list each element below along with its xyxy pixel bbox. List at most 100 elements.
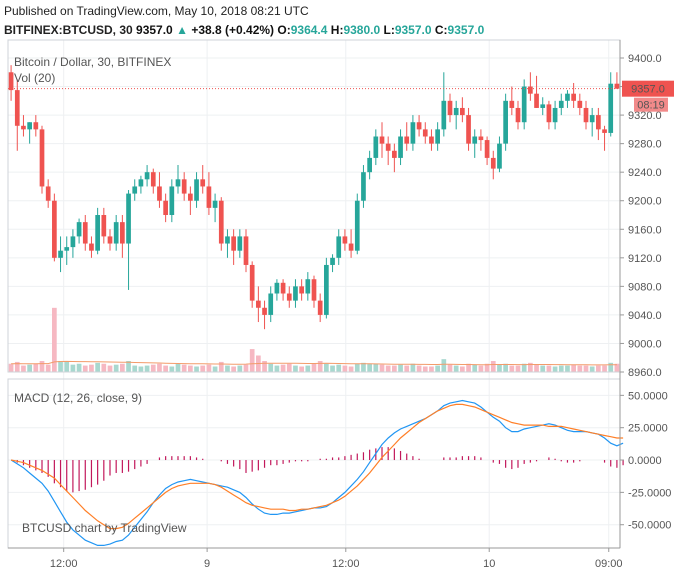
- time-tick-label: 9: [204, 558, 210, 570]
- candle-body: [602, 129, 607, 133]
- candle-body: [89, 243, 94, 251]
- volume-bar: [39, 361, 45, 372]
- candle-body: [58, 250, 63, 258]
- volume-bar: [14, 361, 20, 372]
- volume-bar: [150, 364, 156, 372]
- price-tick-label: 9280.0: [628, 139, 662, 151]
- candle-body: [565, 93, 570, 101]
- change-value: +38.8 (+0.42%): [191, 23, 275, 37]
- candle-body: [608, 83, 614, 133]
- volume-bar: [398, 364, 403, 372]
- volume-bar: [552, 366, 558, 372]
- volume-bar: [120, 363, 125, 372]
- signal-line: [10, 403, 624, 530]
- volume-bar: [534, 364, 539, 372]
- volume-bar: [385, 365, 391, 372]
- last-price-badge: [622, 80, 674, 97]
- volume-bar: [453, 365, 459, 372]
- volume-bar: [89, 364, 94, 372]
- candle-body: [447, 100, 453, 116]
- candle-body: [311, 279, 317, 301]
- volume-legend: Vol (20): [14, 71, 55, 85]
- volume-bar: [163, 365, 168, 372]
- candle-body: [157, 186, 162, 201]
- candle-body: [21, 125, 26, 130]
- volume-bar: [212, 366, 218, 372]
- volume-bar: [608, 362, 614, 372]
- candle-body: [206, 186, 212, 208]
- price-pane-title: Bitcoin / Dollar, 30, BITFINEX: [14, 55, 171, 69]
- macd-pane-title: MACD (12, 26, close, 9): [14, 391, 142, 405]
- macd-tick-label: 0.0000: [628, 455, 662, 467]
- candle-body: [268, 293, 274, 315]
- price-tick-label: 8960.0: [628, 367, 662, 379]
- price-tick-label: 9000.0: [628, 338, 662, 350]
- volume-bar: [466, 363, 471, 372]
- candle-body: [188, 193, 193, 201]
- candle-body: [614, 83, 620, 89]
- close-label: C:: [434, 23, 448, 37]
- candle-body: [379, 136, 385, 144]
- time-tick-label: 12:00: [332, 558, 360, 570]
- candle-body: [262, 307, 267, 315]
- candle-body: [14, 90, 20, 126]
- volume-bar: [45, 364, 51, 372]
- low-value: 9357.0: [394, 23, 432, 37]
- candle-body: [478, 136, 484, 141]
- volume-bar: [293, 365, 298, 372]
- volume-bar: [113, 364, 119, 372]
- volume-bar: [410, 363, 416, 372]
- candle-body: [460, 107, 465, 116]
- time-tick-label: 09:00: [595, 558, 623, 570]
- candle-body: [528, 86, 533, 94]
- open-label: O:: [277, 23, 291, 37]
- candle-body: [497, 143, 502, 169]
- candle-body: [144, 172, 150, 180]
- volume-bar: [602, 365, 607, 372]
- volume-bar: [583, 365, 589, 372]
- volume-bar: [181, 364, 187, 372]
- time-tick-label: 12:00: [50, 558, 78, 570]
- candle-body: [194, 179, 199, 201]
- low-label: L:: [383, 23, 395, 37]
- candle-body: [274, 282, 280, 294]
- candle-body: [385, 143, 391, 151]
- candle-body: [558, 100, 564, 108]
- volume-bar: [447, 364, 453, 372]
- candle-body: [571, 93, 576, 101]
- candle-body: [76, 222, 82, 237]
- volume-bar: [231, 366, 236, 372]
- candle-body: [95, 215, 100, 251]
- candle-body: [70, 236, 76, 248]
- volume-bar: [596, 365, 601, 372]
- candle-body: [540, 104, 546, 108]
- axes: 9400.09360.09320.09280.09240.09200.09160…: [7, 39, 671, 570]
- candle-body: [64, 247, 70, 251]
- volume-bar: [82, 365, 88, 372]
- volume-bar: [515, 365, 521, 372]
- volume-ma-line: [11, 360, 617, 366]
- candle-body: [175, 179, 181, 187]
- candle-body: [150, 172, 156, 187]
- volume-bar: [157, 363, 162, 372]
- countdown-badge: [634, 97, 668, 112]
- macd-pane: [10, 399, 624, 547]
- volume-bar: [490, 361, 496, 372]
- candle-body: [113, 222, 119, 244]
- volume-bar: [422, 366, 428, 372]
- candle-body: [410, 122, 416, 144]
- candle-body: [509, 100, 515, 108]
- countdown-label: 08:19: [637, 100, 665, 112]
- volume-bar: [330, 365, 335, 372]
- volume-bar: [200, 365, 206, 372]
- volume-bar: [558, 365, 564, 372]
- volume-bar: [348, 366, 354, 372]
- volume-bar: [392, 365, 397, 372]
- candle-body: [33, 122, 39, 130]
- candle-body: [348, 243, 354, 251]
- candle-body: [212, 200, 218, 208]
- volume-bar: [138, 366, 144, 372]
- candle-body: [280, 282, 286, 294]
- volume-bar: [342, 365, 348, 372]
